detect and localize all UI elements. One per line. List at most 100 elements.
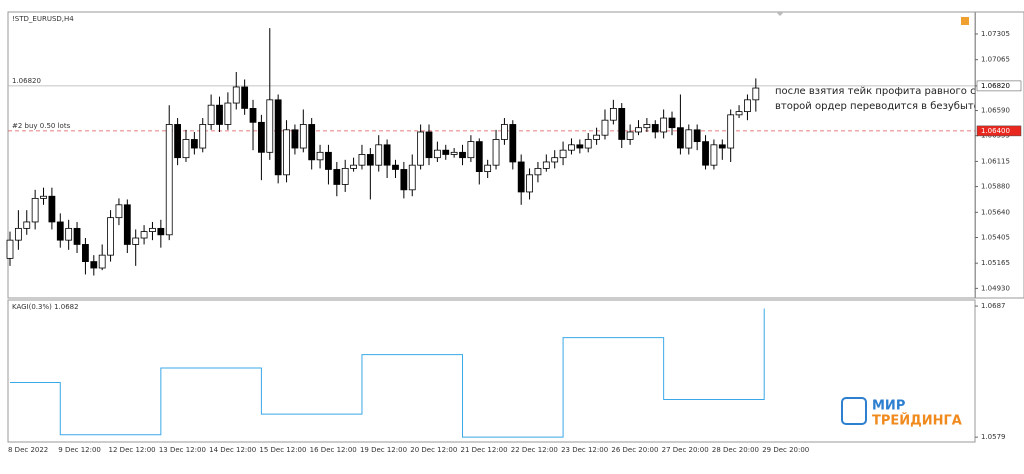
candle-body [627,132,633,139]
candle-body [124,205,130,245]
candle-body [392,165,398,169]
candle-body [91,262,97,268]
candle-body [401,169,407,189]
candle-body [24,222,30,228]
y-tick-label: 1.05405 [981,233,1010,241]
candle-body [217,105,223,124]
candle-body [15,228,21,240]
candle-body [325,152,331,169]
candle-body [661,118,667,132]
price-line-label: 1.06820 [12,77,41,85]
annotation: второй ордер переводится в безубыток [775,101,986,112]
price-box-label: 1.06820 [981,82,1010,90]
candle-body [175,124,181,157]
candle-body [242,87,248,108]
y-tick-label: 1.04930 [981,284,1010,292]
candle-body [568,145,574,150]
candle-body [275,100,281,175]
candle-body [225,103,231,124]
candle-body [367,154,373,165]
candle-body [527,175,533,192]
candle-body [644,124,650,127]
candle-body [208,105,214,124]
indicator-title: KAGI(0.3%) 1.0682 [12,303,79,311]
candle-body [342,168,348,184]
candle-body [57,222,63,240]
candle-body [728,115,734,148]
candle-body [736,112,742,115]
candle-body [41,196,47,198]
candle-body [108,218,114,255]
candle-body [594,135,600,139]
candle-body [460,152,466,157]
candle-body [443,150,449,154]
candle-body [292,130,298,148]
candle-body [233,87,239,103]
candle-body [409,165,415,190]
candle-body [636,128,642,132]
candle-body [317,152,323,159]
candle-body [510,124,516,161]
candle-body [116,205,122,218]
candle-body [258,122,264,152]
candle-body [744,100,750,112]
x-tick-label: 26 Dec 20:00 [611,446,658,454]
candle-body [158,228,164,234]
x-tick-label: 8 Dec 2022 [8,446,48,454]
candle-body [426,132,432,158]
x-tick-label: 23 Dec 12:00 [561,446,608,454]
x-tick-label: 19 Dec 12:00 [360,446,407,454]
x-tick-label: 28 Dec 20:00 [712,446,759,454]
candle-body [300,124,306,148]
candle-body [451,152,457,154]
logo-text: ТРЕЙДИНГА [872,413,962,429]
candle-body [334,169,340,184]
candle-body [133,238,139,244]
candle-body [141,232,147,238]
candle-body [351,165,357,168]
candle-body [493,139,499,165]
candle-body [250,108,256,122]
x-tick-label: 14 Dec 12:00 [209,446,256,454]
candle-body [82,244,88,261]
candle-body [560,150,566,157]
x-tick-label: 15 Dec 12:00 [259,446,306,454]
candle-body [669,118,675,128]
candle-body [7,240,13,258]
candle-body [719,145,725,148]
candle-body [191,139,197,148]
x-tick-label: 29 Dec 20:00 [762,446,809,454]
candle-body [602,120,608,135]
candle-body [543,162,549,168]
candle-body [686,130,692,148]
candle-body [166,124,172,234]
candle-body [74,228,80,244]
price-box-label: 1.06400 [981,127,1010,135]
x-tick-label: 20 Dec 12:00 [410,446,457,454]
candle-body [485,165,491,171]
chart-title: !STD_EURUSD,H4 [12,15,74,23]
candle-body [384,145,390,165]
y-tick-label: 1.05640 [981,208,1010,216]
x-tick-label: 9 Dec 12:00 [58,446,101,454]
x-tick-label: 12 Dec 12:00 [109,446,156,454]
y-tick-label: 1.0579 [981,433,1006,441]
candle-body [694,130,700,142]
price-line-label: #2 buy 0.50 lots [12,122,71,130]
y-tick-label: 1.05880 [981,183,1010,191]
candle-body [183,139,189,157]
candle-body [99,255,105,268]
close-icon [961,17,969,25]
candle-body [66,228,72,240]
candle-body [309,124,315,159]
candle-body [518,162,524,192]
x-tick-label: 13 Dec 12:00 [159,446,206,454]
candle-body [610,108,616,120]
candle-body [552,158,558,162]
candle-body [476,142,482,172]
candle-body [677,128,683,148]
candle-body [468,142,474,158]
y-tick-label: 1.06115 [981,157,1010,165]
